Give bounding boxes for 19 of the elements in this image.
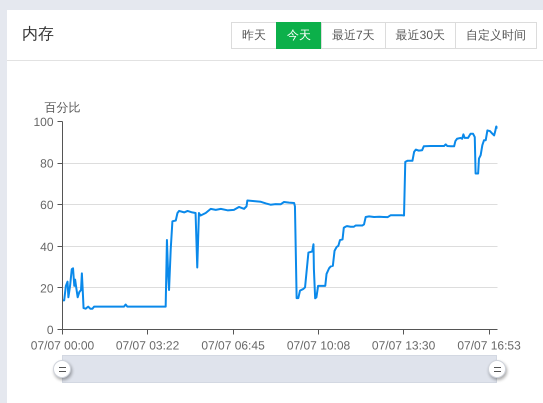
x-tick-label: 07/07 16:53: [457, 338, 522, 352]
chart-title: 内存: [22, 24, 54, 45]
x-tick-label: 07/07 13:30: [372, 338, 436, 352]
y-tick-label: 60: [40, 198, 54, 212]
x-tick-label: 07/07 06:45: [201, 338, 266, 352]
x-tick-label: 07/07 03:22: [116, 338, 180, 352]
text: 今天: [276, 22, 322, 49]
y-axis-title: 百分比: [44, 100, 80, 114]
text: 昨天: [230, 22, 277, 49]
text: 最近30天: [384, 22, 456, 49]
y-tick-label: 0: [46, 323, 54, 337]
text: 最近7天: [320, 22, 386, 49]
y-tick-label: 20: [40, 281, 54, 296]
x-tick-label: 07/07 10:08: [286, 338, 351, 352]
y-tick-label: 100: [33, 115, 54, 129]
y-tick-label: 40: [40, 240, 54, 254]
x-tick-label: 07/07 00:00: [30, 338, 95, 352]
y-tick-label: 80: [40, 156, 54, 171]
text: 自定义时间: [455, 22, 537, 49]
